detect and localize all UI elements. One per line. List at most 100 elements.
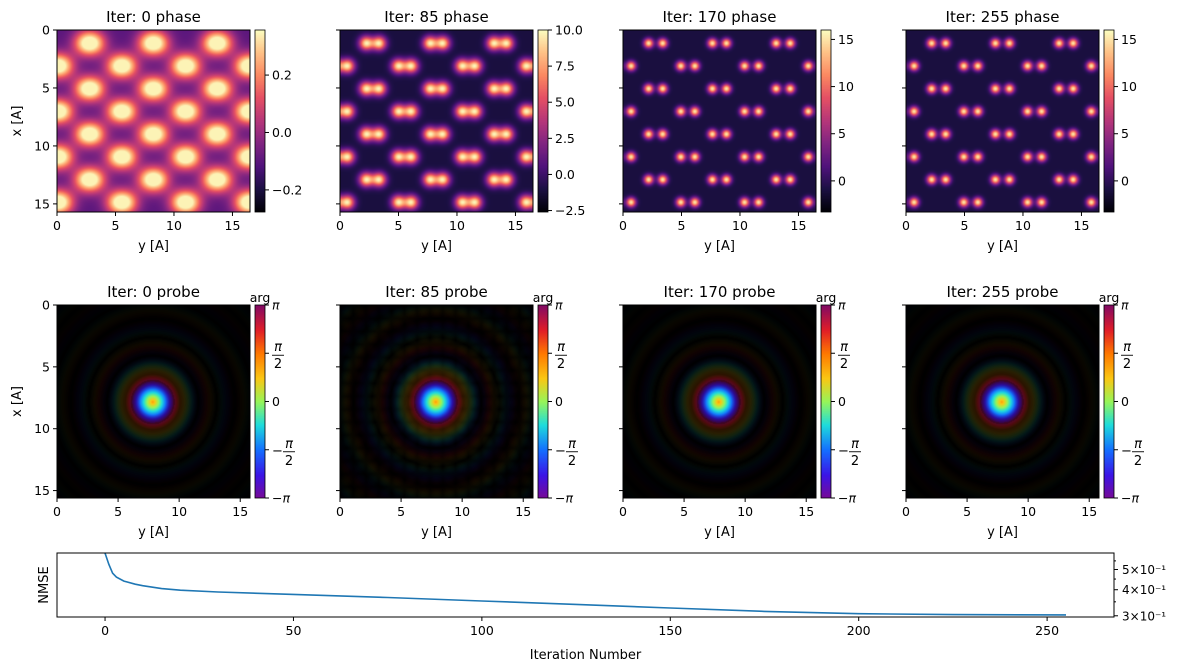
x-tick-label: 0 — [619, 504, 627, 519]
x-tick-label: 0 — [902, 218, 910, 233]
x-tick-label: 15 — [225, 218, 241, 233]
x-tick-label: 0 — [101, 623, 109, 638]
colorbar-frame — [1103, 304, 1115, 499]
colorbar-tick-label-numerator: π — [274, 340, 282, 355]
colorbar-tick-label: 0.0 — [555, 167, 575, 182]
y-axis-label: NMSE — [37, 566, 52, 603]
x-tick-label: 5 — [397, 504, 405, 519]
axes-frame — [56, 304, 251, 499]
x-tick-label: 5 — [678, 218, 686, 233]
colorbar-tick-label-numerator: π — [1123, 340, 1131, 355]
colorbar-tick-label-numerator: π — [557, 340, 565, 355]
x-axis-label: y [A] — [704, 525, 735, 540]
colorbar-tick-label-sign: − — [1121, 444, 1132, 459]
colorbar — [255, 305, 265, 498]
x-tick-label: 15 — [791, 218, 807, 233]
colorbar-tick-label: π — [838, 298, 846, 313]
panel-title: Iter: 0 phase — [106, 8, 201, 26]
colorbar-tick-label: 15 — [838, 32, 854, 47]
x-axis-label: y [A] — [421, 239, 452, 254]
colorbar — [538, 305, 548, 498]
x-axis-label: y [A] — [138, 239, 169, 254]
x-tick-label: 250 — [1035, 623, 1059, 638]
colorbar-tick-label-denominator: 2 — [274, 357, 282, 372]
colorbar-frame — [1103, 29, 1115, 213]
panel-title: Iter: 170 phase — [663, 8, 777, 26]
panel-title: Iter: 255 phase — [946, 8, 1060, 26]
colorbar-tick-label-sign: − — [272, 444, 283, 459]
colorbar-tick-label-numerator: π — [1134, 437, 1142, 452]
y-tick-label: 3×10⁻¹ — [1122, 609, 1166, 623]
y-tick-label: 10 — [34, 421, 50, 436]
y-tick-label: 5 — [42, 80, 50, 95]
colorbar-label: arg — [533, 290, 554, 305]
colorbar — [1104, 305, 1114, 498]
colorbar-tick-label: 2.5 — [555, 131, 575, 146]
x-tick-label: 100 — [470, 623, 494, 638]
x-tick-label: 10 — [737, 504, 753, 519]
colorbar-tick-label: 7.5 — [555, 59, 575, 74]
colorbar — [1104, 30, 1114, 212]
y-tick-label: 10 — [34, 138, 50, 153]
colorbar-tick-label-denominator: 2 — [851, 454, 859, 469]
colorbar-tick-label: 10 — [1121, 79, 1137, 94]
colorbar-frame — [820, 304, 832, 499]
panel-title: Iter: 170 probe — [664, 283, 776, 301]
probe-image — [906, 305, 1099, 498]
colorbar-tick-label: −π — [1121, 491, 1139, 506]
colorbar-tick-label: −π — [838, 491, 856, 506]
colorbar-tick-label-denominator: 2 — [1123, 357, 1131, 372]
panel-title: Iter: 255 probe — [947, 283, 1059, 301]
probe-image — [340, 305, 533, 498]
x-tick-label: 200 — [847, 623, 871, 638]
colorbar-tick-label-numerator: π — [285, 437, 293, 452]
colorbar-tick-label: −π — [555, 491, 573, 506]
x-tick-label: 15 — [798, 504, 814, 519]
panel-title: Iter: 0 probe — [107, 283, 200, 301]
colorbar-tick-label-denominator: 2 — [285, 454, 293, 469]
colorbar-label: arg — [1099, 290, 1120, 305]
x-axis-label: y [A] — [421, 525, 452, 540]
x-tick-label: 0 — [53, 504, 61, 519]
colorbar-tick-label: 0 — [838, 173, 846, 188]
x-tick-label: 5 — [112, 218, 120, 233]
x-tick-label: 0 — [53, 218, 61, 233]
y-axis-label: x [A] — [10, 386, 25, 417]
x-tick-label: 10 — [171, 504, 187, 519]
colorbar-frame — [254, 304, 266, 499]
colorbar-tick-label: −2.5 — [555, 203, 585, 218]
colorbar-tick-label-denominator: 2 — [568, 454, 576, 469]
colorbar-tick-label: −π — [272, 491, 290, 506]
x-tick-label: 10 — [454, 504, 470, 519]
colorbar-tick-label-sign: − — [555, 444, 566, 459]
x-tick-label: 0 — [619, 218, 627, 233]
colorbar-tick-label: π — [555, 298, 563, 313]
x-tick-label: 10 — [1020, 504, 1036, 519]
x-tick-label: 10 — [166, 218, 182, 233]
colorbar-frame — [537, 304, 549, 499]
colorbar-tick-label: 0 — [1121, 394, 1129, 409]
x-tick-label: 15 — [1074, 218, 1090, 233]
y-axis-label: x [A] — [10, 106, 25, 137]
colorbar-tick-label-numerator: π — [851, 437, 859, 452]
colorbar-frame — [820, 29, 832, 213]
colorbar-tick-label: 5.0 — [555, 95, 575, 110]
colorbar-tick-label-denominator: 2 — [557, 357, 565, 372]
x-tick-label: 5 — [963, 504, 971, 519]
y-tick-label: 4×10⁻¹ — [1122, 583, 1166, 597]
axes-frame — [905, 29, 1100, 213]
phase-image — [57, 30, 250, 212]
x-axis-label: y [A] — [704, 239, 735, 254]
x-axis-label: y [A] — [987, 525, 1018, 540]
colorbar — [538, 30, 548, 212]
x-tick-label: 10 — [1015, 218, 1031, 233]
nmse-line — [104, 553, 1067, 616]
x-tick-label: 0 — [902, 504, 910, 519]
x-tick-label: 0 — [336, 504, 344, 519]
axes-frame — [622, 29, 817, 213]
x-tick-label: 10 — [449, 218, 465, 233]
colorbar-tick-label-numerator: π — [840, 340, 848, 355]
colorbar-tick-label: π — [272, 298, 280, 313]
colorbar-tick-label: 10.0 — [555, 23, 583, 38]
